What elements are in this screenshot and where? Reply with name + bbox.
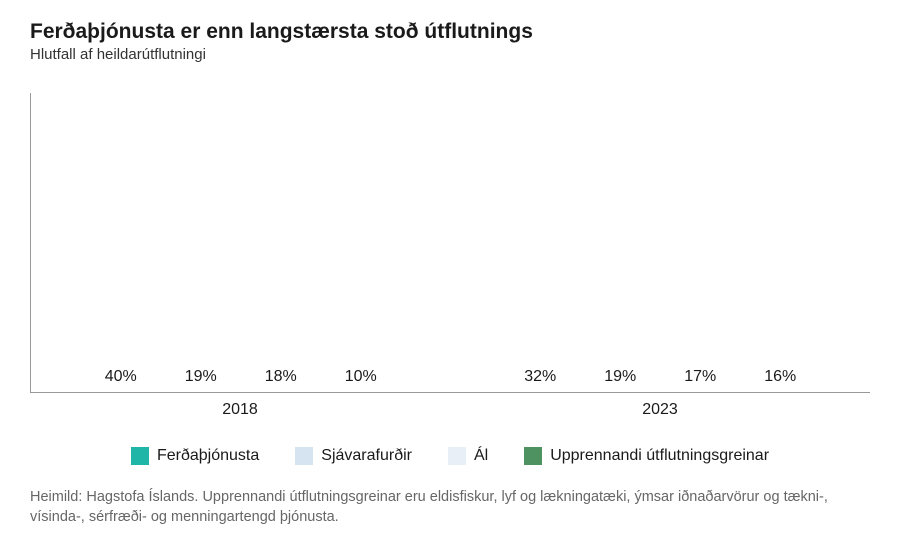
x-axis-label: 2018	[60, 401, 420, 419]
legend-item: Ál	[448, 447, 488, 465]
legend-item: Sjávarafurðir	[295, 447, 412, 465]
legend-swatch	[295, 447, 313, 465]
bar: 32%	[505, 368, 575, 392]
bar-value-label: 17%	[684, 368, 716, 386]
bar-value-label: 19%	[604, 368, 636, 386]
x-axis-label: 2023	[480, 401, 840, 419]
bar: 17%	[665, 368, 735, 392]
bar-value-label: 16%	[764, 368, 796, 386]
x-axis: 2018 2023	[30, 401, 870, 419]
chart-legend: Ferðaþjónusta Sjávarafurðir Ál Upprennandi …	[30, 447, 870, 465]
bar-value-label: 32%	[524, 368, 556, 386]
legend-swatch	[131, 447, 149, 465]
bar: 18%	[246, 368, 316, 392]
bar: 16%	[745, 368, 815, 392]
bar: 40%	[86, 368, 156, 392]
legend-label: Ál	[474, 447, 488, 465]
chart-title: Ferðaþjónusta er enn langstærsta stoð út…	[30, 20, 870, 44]
bar-value-label: 19%	[185, 368, 217, 386]
bar: 19%	[585, 368, 655, 392]
legend-swatch	[448, 447, 466, 465]
chart-footnote: Heimild: Hagstofa Íslands. Upprennandi ú…	[30, 487, 870, 528]
bar-group: 40% 19% 18% 10%	[61, 93, 421, 392]
legend-label: Upprennandi útflutningsgreinar	[550, 447, 769, 465]
legend-label: Ferðaþjónusta	[157, 447, 259, 465]
legend-item: Ferðaþjónusta	[131, 447, 259, 465]
bar-group: 32% 19% 17% 16%	[481, 93, 841, 392]
bar-value-label: 40%	[105, 368, 137, 386]
bar: 19%	[166, 368, 236, 392]
bar-value-label: 10%	[345, 368, 377, 386]
bar-value-label: 18%	[265, 368, 297, 386]
legend-item: Upprennandi útflutningsgreinar	[524, 447, 769, 465]
chart-subtitle: Hlutfall af heildarútflutningi	[30, 46, 870, 63]
legend-swatch	[524, 447, 542, 465]
chart-plot-area: 40% 19% 18% 10% 32% 19% 17% 16%	[30, 93, 870, 393]
legend-label: Sjávarafurðir	[321, 447, 412, 465]
bar: 10%	[326, 368, 396, 392]
